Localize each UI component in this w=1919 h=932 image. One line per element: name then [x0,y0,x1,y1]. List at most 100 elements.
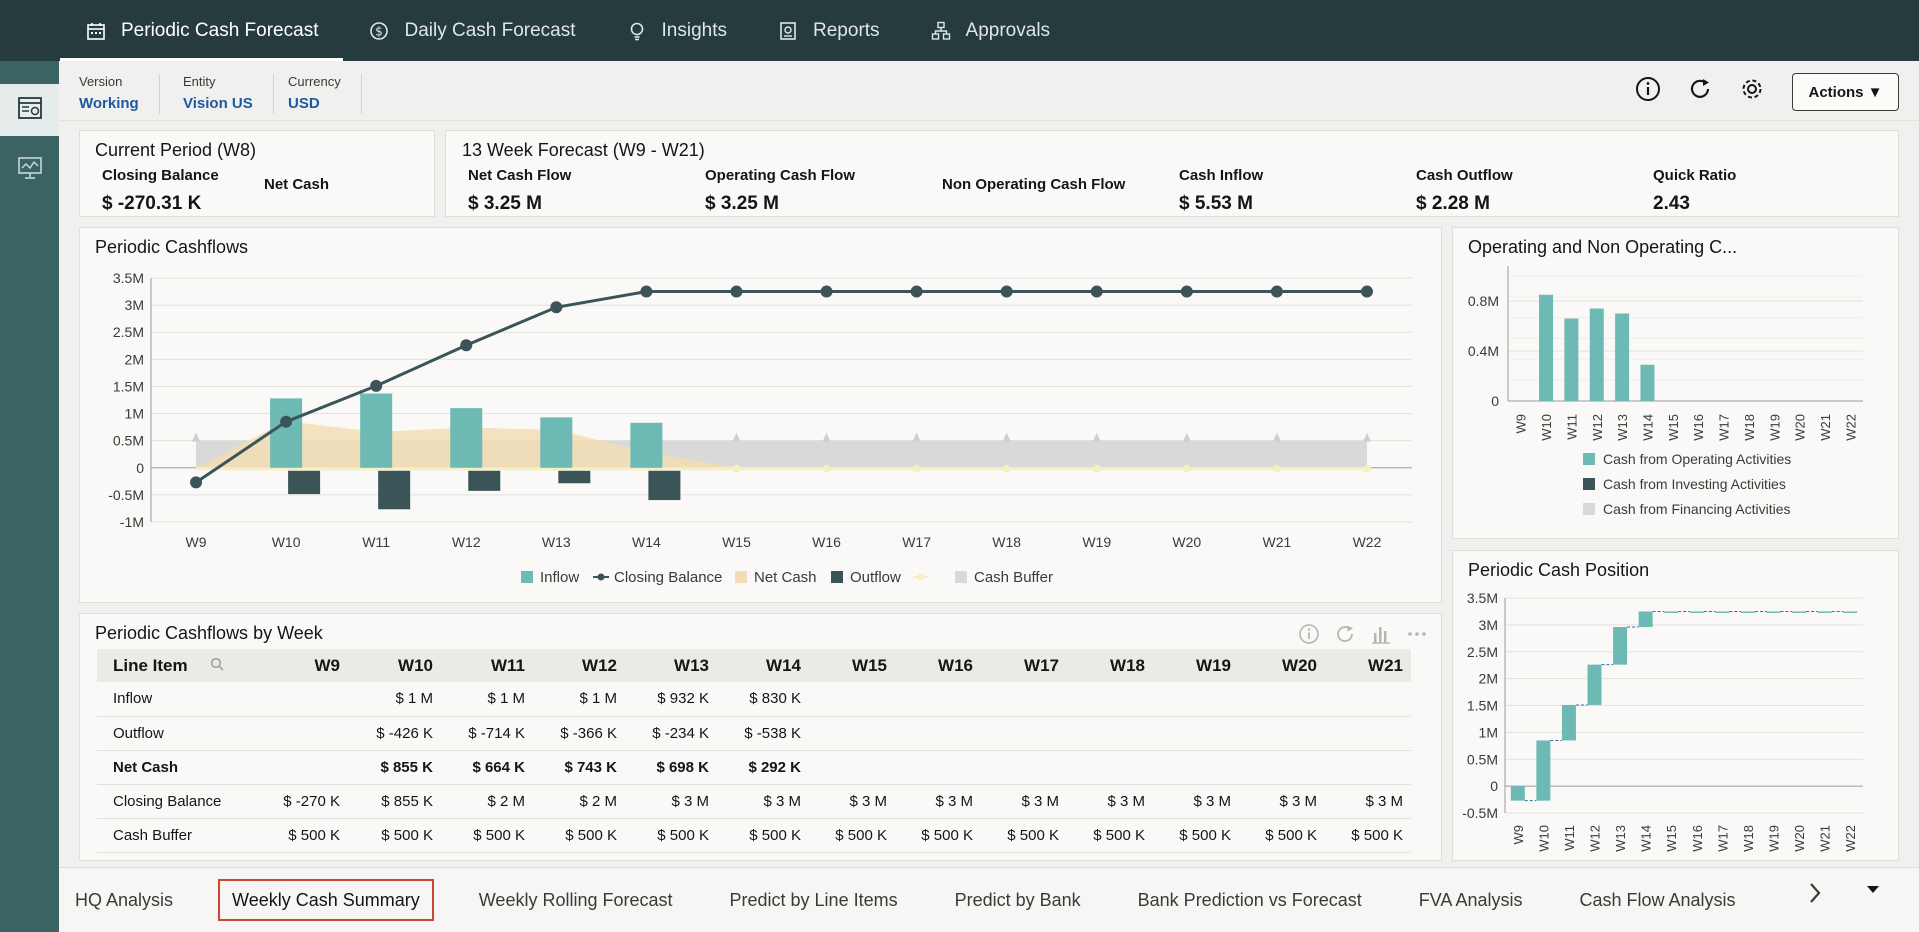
table-cell[interactable]: $ 3 M [1239,784,1325,819]
bottom-tab-predict-by-line-items[interactable]: Predict by Line Items [729,889,898,910]
info-icon[interactable] [1298,623,1320,650]
table-cell[interactable] [809,750,895,785]
tab-approvals[interactable]: Approvals [905,0,1076,61]
tabs-scroll-right-button[interactable] [1800,880,1830,910]
table-cell[interactable]: $ 500 K [895,818,981,853]
bottom-tab-weekly-cash-summary[interactable]: Weekly Cash Summary [218,879,434,921]
table-cell[interactable]: $ 500 K [1239,818,1325,853]
table-cell[interactable]: $ 830 K [717,682,809,717]
table-cell[interactable] [1067,716,1153,751]
column-header-w12[interactable]: W12 [533,649,625,682]
table-cell[interactable]: $ 3 M [717,784,809,819]
table-cell[interactable]: $ 500 K [1153,818,1239,853]
table-cell[interactable]: $ 500 K [441,818,533,853]
table-cell[interactable] [1239,716,1325,751]
table-cell[interactable]: $ 3 M [1153,784,1239,819]
table-cell[interactable]: $ 500 K [348,818,441,853]
table-cell[interactable] [1325,682,1411,717]
bottom-tab-hq-analysis[interactable]: HQ Analysis [75,889,174,910]
tab-insights[interactable]: Insights [601,0,752,61]
table-cell[interactable]: $ 500 K [1067,818,1153,853]
column-header-w19[interactable]: W19 [1153,649,1239,682]
table-cell[interactable]: $ 3 M [1325,784,1411,819]
table-cell[interactable]: $ 500 K [267,818,348,853]
table-cell[interactable] [809,682,895,717]
table-cell[interactable]: $ 3 M [625,784,717,819]
table-cell[interactable]: $ 3 M [981,784,1067,819]
table-cell[interactable] [895,682,981,717]
more-icon[interactable] [1406,623,1428,650]
table-cell[interactable]: $ -366 K [533,716,625,751]
pov-entity[interactable]: Entity Vision US [163,74,274,114]
table-cell[interactable]: $ -714 K [441,716,533,751]
table-cell[interactable]: $ -538 K [717,716,809,751]
column-header-w16[interactable]: W16 [895,649,981,682]
column-header-w14[interactable]: W14 [717,649,809,682]
table-cell[interactable]: $ 855 K [348,784,441,819]
table-cell[interactable] [1067,682,1153,717]
table-cell[interactable]: $ 3 M [1067,784,1153,819]
table-cell[interactable] [895,750,981,785]
table-cell[interactable] [1325,750,1411,785]
table-cell[interactable] [981,716,1067,751]
table-cell[interactable]: $ 664 K [441,750,533,785]
bottom-tab-fva-analysis[interactable]: FVA Analysis [1418,889,1523,910]
table-cell[interactable]: $ 500 K [981,818,1067,853]
bar-chart-icon[interactable] [1370,623,1392,650]
table-cell[interactable]: $ 3 M [809,784,895,819]
table-cell[interactable]: $ 1 M [441,682,533,717]
tab-reports[interactable]: Reports [752,0,905,61]
table-cell[interactable]: $ -426 K [348,716,441,751]
table-cell[interactable]: $ 932 K [625,682,717,717]
table-cell[interactable] [267,682,348,717]
bottom-tab-bank-prediction-vs-forecast[interactable]: Bank Prediction vs Forecast [1137,889,1362,910]
table-cell[interactable] [267,750,348,785]
column-header-w17[interactable]: W17 [981,649,1067,682]
column-header-w11[interactable]: W11 [441,649,533,682]
table-cell[interactable]: $ 1 M [533,682,625,717]
table-cell[interactable] [1153,750,1239,785]
table-cell[interactable]: $ -270 K [267,784,348,819]
table-cell[interactable]: $ -234 K [625,716,717,751]
table-cell[interactable] [1239,750,1325,785]
bottom-tab-predict-by-bank[interactable]: Predict by Bank [954,889,1081,910]
refresh-button[interactable] [1685,76,1715,106]
table-cell[interactable] [981,682,1067,717]
tabs-overflow-button[interactable] [1858,876,1888,906]
table-cell[interactable]: $ 500 K [717,818,809,853]
actions-button[interactable]: Actions ▼ [1792,73,1899,111]
pov-currency[interactable]: Currency USD [268,74,362,114]
table-cell[interactable]: $ 2 M [533,784,625,819]
refresh-icon[interactable] [1334,623,1356,650]
table-cell[interactable]: $ 500 K [1325,818,1411,853]
table-cell[interactable]: $ 2 M [441,784,533,819]
settings-button[interactable] [1737,76,1767,106]
table-cell[interactable] [1067,750,1153,785]
column-header-line-item[interactable]: Line Item [97,649,267,682]
table-cell[interactable]: $ 855 K [348,750,441,785]
table-cell[interactable] [809,716,895,751]
column-header-w10[interactable]: W10 [348,649,441,682]
table-cell[interactable]: $ 3 M [895,784,981,819]
tab-daily-cash-forecast[interactable]: $ Daily Cash Forecast [343,0,600,61]
column-header-w15[interactable]: W15 [809,649,895,682]
column-header-w21[interactable]: W21 [1325,649,1411,682]
table-cell[interactable]: $ 292 K [717,750,809,785]
pov-version[interactable]: Version Working [59,74,160,114]
table-cell[interactable]: $ 500 K [533,818,625,853]
rail-monitor-button[interactable] [0,144,59,196]
table-cell[interactable] [1153,682,1239,717]
column-header-w18[interactable]: W18 [1067,649,1153,682]
tab-periodic-cash-forecast[interactable]: Periodic Cash Forecast [60,0,344,62]
rail-dashboard-button[interactable] [0,84,59,136]
table-cell[interactable] [1153,716,1239,751]
column-header-w13[interactable]: W13 [625,649,717,682]
table-cell[interactable]: $ 500 K [809,818,895,853]
table-cell[interactable]: $ 500 K [625,818,717,853]
table-cell[interactable] [267,716,348,751]
column-header-w20[interactable]: W20 [1239,649,1325,682]
table-cell[interactable]: $ 698 K [625,750,717,785]
bottom-tab-cash-flow-analysis[interactable]: Cash Flow Analysis [1579,889,1736,910]
table-cell[interactable] [981,750,1067,785]
table-cell[interactable] [1239,682,1325,717]
